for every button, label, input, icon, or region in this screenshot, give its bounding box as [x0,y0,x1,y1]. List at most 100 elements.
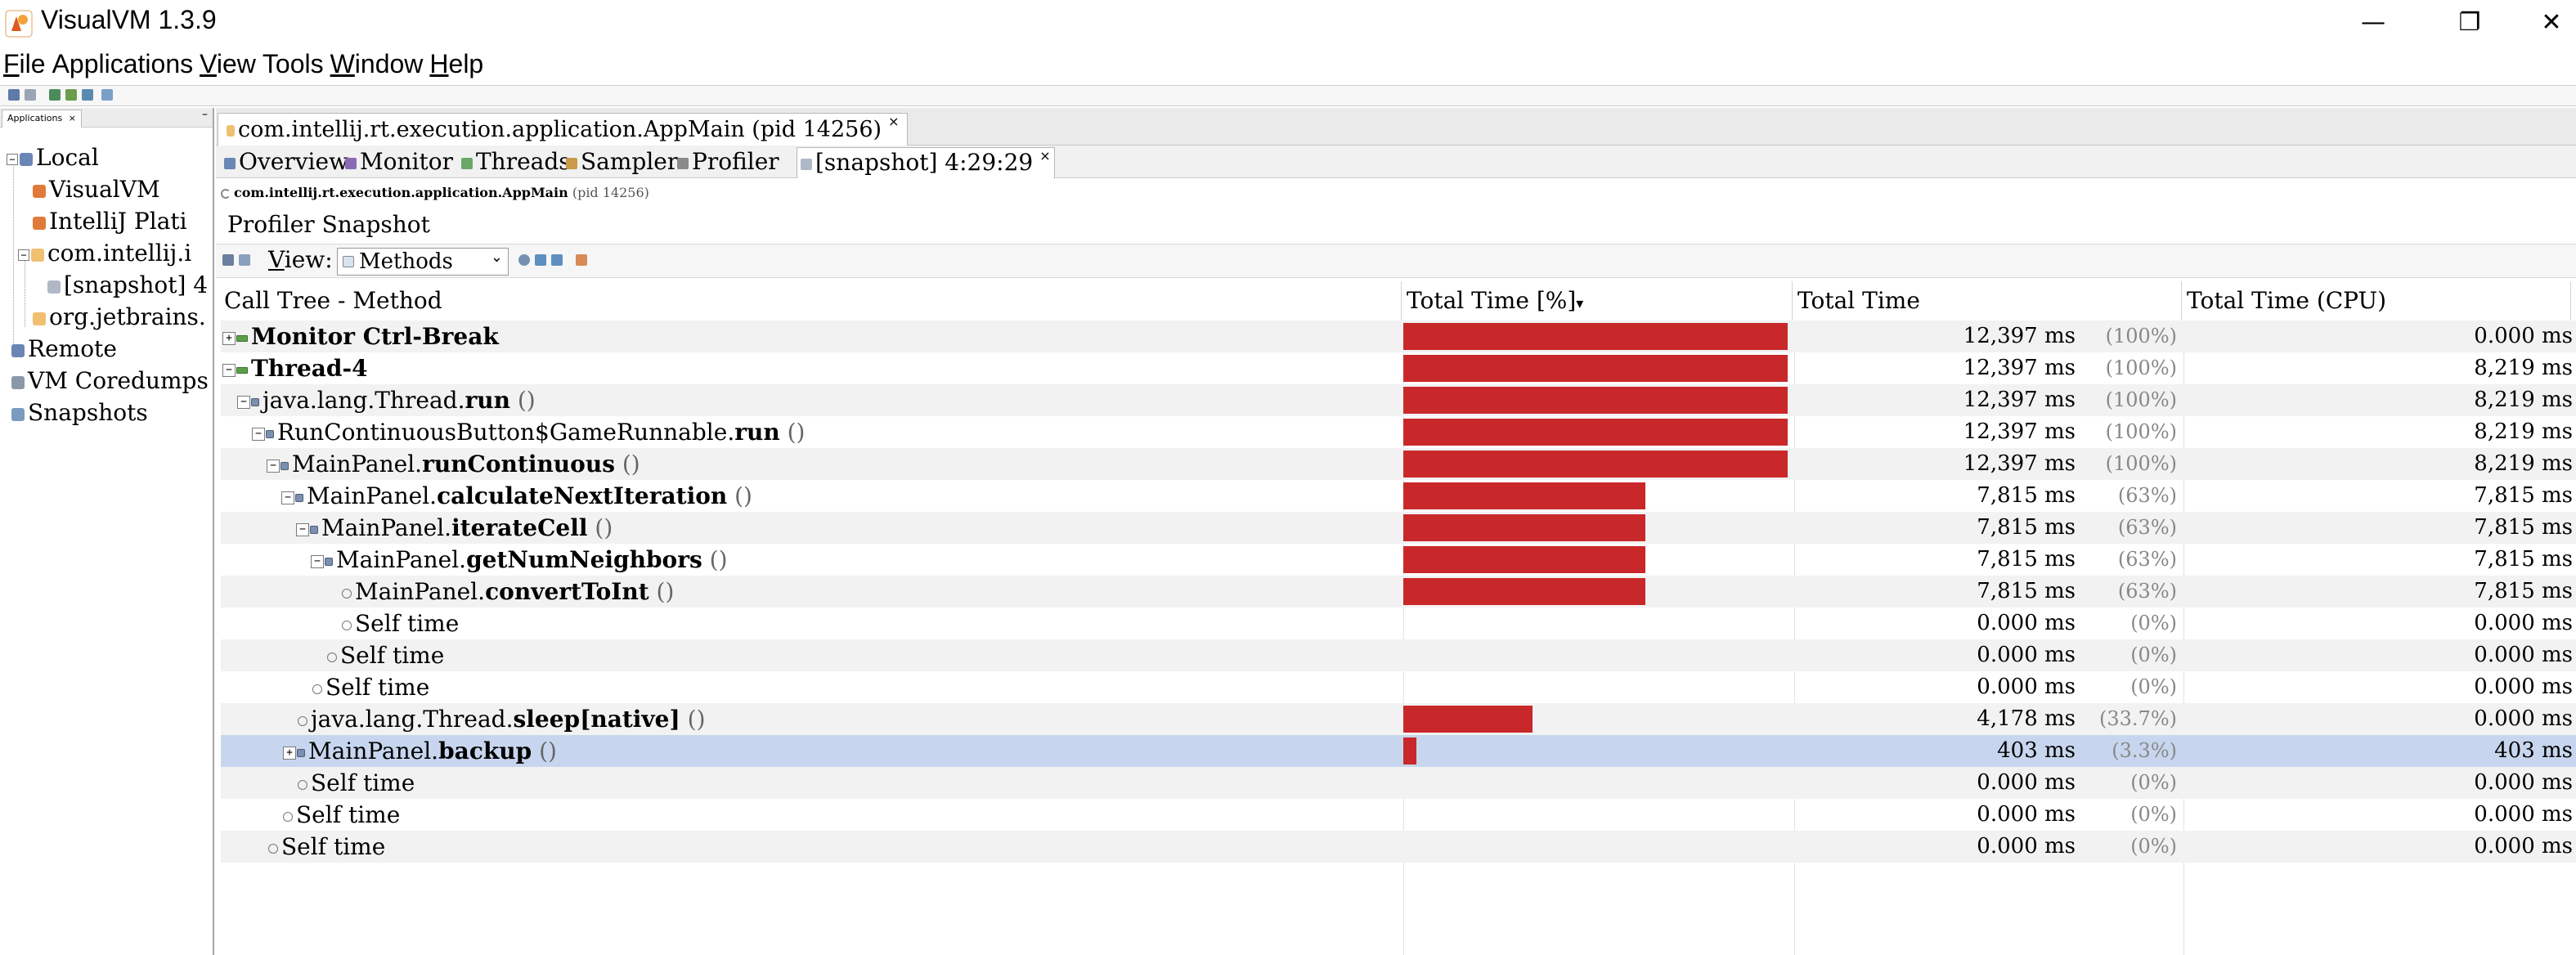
leaf-node-icon [312,684,322,694]
tree-item[interactable]: IntelliJ Plati [33,206,187,237]
table-row[interactable]: − MainPanel.runContinuous () 12,397 ms (100… [221,448,2576,480]
tab-label: [snapshot] 4:29:29 [815,149,1034,176]
collapse-icon[interactable]: − [7,153,18,165]
tree-item[interactable]: VisualVM [33,174,160,205]
table-row[interactable]: Self time 0.000 ms (0%) 0.000 ms [221,799,2576,831]
menu-help[interactable]: Help [426,46,483,79]
restore-button[interactable]: ❐ [2458,8,2481,37]
add-remote-host-icon[interactable] [65,89,77,101]
find-icon[interactable] [518,254,530,266]
menu-window[interactable]: Window [327,46,424,79]
total-time-cell: 12,397 ms [1963,356,2076,380]
method-cell: Self time [268,831,385,863]
call-tree-table: Call Tree - Method Total Time [%]▾ Total… [221,281,2576,955]
find-next-icon[interactable] [535,254,546,266]
table-row[interactable]: + Monitor Ctrl-Break 12,397 ms (100%) 0.000 … [221,321,2576,352]
tab-profiler[interactable]: Profiler [674,147,783,178]
export-icon[interactable] [239,254,250,266]
applications-tab[interactable]: Applications × [2,110,82,128]
method-cell: − java.lang.Thread.run () [237,384,536,416]
table-row[interactable]: java.lang.Thread.sleep[native] () 4,178 m… [221,703,2576,735]
total-time-percent-cell: (63%) [2117,580,2177,603]
column-header-total-cpu[interactable]: Total Time (CPU) [2183,281,2571,321]
total-time-cell: 12,397 ms [1963,388,2076,412]
tab-threads[interactable]: Threads [458,147,574,178]
column-header-total-pct[interactable]: Total Time [%]▾ [1403,281,1793,321]
table-row[interactable]: − MainPanel.getNumNeighbors () 7,815 ms (63… [221,544,2576,576]
tab-sampler[interactable]: Sampler [563,147,681,178]
tree-item[interactable]: VM Coredumps [11,365,209,397]
total-time-cell: 7,815 ms [1977,515,2076,540]
collapse-icon[interactable]: − [237,395,250,409]
close-icon[interactable]: × [1039,148,1051,164]
save-snapshot-icon[interactable] [222,254,234,266]
add-jmx-icon[interactable] [49,89,61,101]
tree-item[interactable]: org.jetbrains. [33,302,206,333]
method-name: Monitor Ctrl-Break [251,323,499,350]
collapse-icon[interactable]: − [252,427,265,441]
minimize-panel-icon[interactable]: – [202,108,208,121]
coredump-icon [11,375,25,389]
open-icon[interactable] [8,89,20,101]
expand-icon[interactable]: + [222,331,236,345]
menu-file[interactable]: File [0,46,46,79]
table-row[interactable]: − MainPanel.calculateNextIteration () 7,81… [221,480,2576,512]
collapse-icon[interactable]: − [222,363,236,377]
tree-item-label: VisualVM [49,176,160,203]
column-header-total-time[interactable]: Total Time [1794,281,2182,321]
find-previous-icon[interactable] [551,254,563,266]
method-signature: () [509,387,536,414]
tab-monitor[interactable]: Monitor [342,147,456,178]
applications-tab-label: Applications [7,113,63,123]
tab-snapshot[interactable]: [snapshot] 4:29:29 × [797,147,1055,178]
collapse-icon[interactable]: − [281,491,294,504]
chevron-down-icon: ⌄ [490,249,503,266]
expand-icon[interactable]: + [283,746,296,760]
method-class: java.lang.Thread. [263,387,465,414]
collapse-icon[interactable]: − [267,459,280,473]
table-row[interactable]: MainPanel.convertToInt () 7,815 ms (63%) 7,… [221,576,2576,608]
tab-label: Profiler [692,148,779,175]
tab-overview[interactable]: Overview [221,147,352,178]
method-signature: () [648,578,675,605]
tree-item[interactable]: Remote [11,334,117,365]
table-row[interactable]: + MainPanel.backup () 403 ms (3.3%) 403 ms [221,735,2576,767]
table-row[interactable]: − RunContinuousButton$GameRunnable.run ()… [221,416,2576,448]
load-snapshot-icon[interactable] [101,89,113,101]
menu-mnemonic: T [262,49,276,78]
table-row[interactable]: − java.lang.Thread.run () 12,397 ms (100%) 8… [221,384,2576,416]
document-tab-appmain[interactable]: com.intellij.rt.execution.application.Ap… [218,113,909,146]
tree-item[interactable]: − com.intellij.i [18,238,191,269]
column-header-method[interactable]: Call Tree - Method [221,281,1402,321]
menu-view[interactable]: View [196,46,256,79]
main-area: com.intellij.rt.execution.application.Ap… [216,108,2576,955]
tree-item[interactable]: [snapshot] 4 [47,270,208,301]
menu-bar: File Applications View Tools Window Help [0,46,2576,85]
total-cpu-time-cell: 0.000 ms [2474,706,2573,731]
table-row[interactable]: − MainPanel.iterateCell () 7,815 ms (63%) 7,… [221,512,2576,544]
tree-item[interactable]: Snapshots [11,397,148,428]
total-cpu-time-cell: 0.000 ms [2474,324,2573,348]
show-details-icon[interactable] [576,254,587,266]
menu-tools[interactable]: Tools [259,46,324,79]
add-coredump-icon[interactable] [82,89,93,101]
table-row[interactable]: Self time 0.000 ms (0%) 0.000 ms [221,639,2576,671]
close-icon[interactable]: × [888,114,900,129]
minimize-button[interactable]: — [2361,8,2385,37]
table-row[interactable]: Self time 0.000 ms (0%) 0.000 ms [221,608,2576,639]
table-row[interactable]: Self time 0.000 ms (0%) 0.000 ms [221,831,2576,863]
method-cell: − Thread-4 [222,352,368,384]
menu-applications[interactable]: Applications [49,46,194,79]
table-row[interactable]: Self time 0.000 ms (0%) 0.000 ms [221,671,2576,703]
close-window-button[interactable]: ✕ [2541,8,2562,37]
collapse-icon[interactable]: − [296,522,309,536]
collapse-icon[interactable]: − [18,249,29,261]
close-icon[interactable]: × [68,113,76,123]
table-row[interactable]: Self time 0.000 ms (0%) 0.000 ms [221,767,2576,799]
tree-item[interactable]: − Local [7,142,99,173]
collapse-icon[interactable]: − [311,554,324,568]
view-select[interactable]: Methods ⌄ [337,248,509,276]
save-icon[interactable] [25,89,36,101]
tree-item-label: [snapshot] 4 [64,271,209,298]
table-row[interactable]: − Thread-4 12,397 ms (100%) 8,219 ms [221,352,2576,384]
